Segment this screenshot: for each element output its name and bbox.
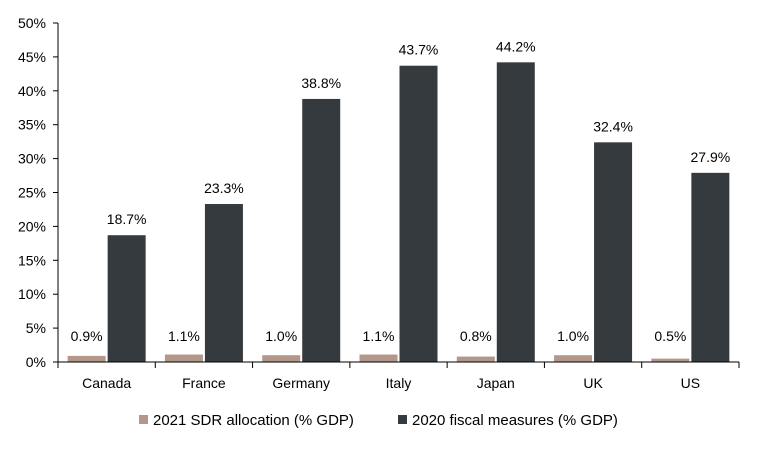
- bar-fiscal: [399, 65, 438, 363]
- bar-sdr: [164, 354, 203, 362]
- y-tick-label: 0%: [26, 354, 46, 370]
- x-tick-label: Canada: [82, 375, 131, 391]
- bar-fiscal: [302, 98, 341, 362]
- y-tick-label: 50%: [18, 15, 46, 31]
- x-tick-label: France: [182, 375, 226, 391]
- bar-fiscal: [691, 172, 730, 362]
- y-tick-label: 20%: [18, 218, 46, 234]
- data-label: 32.4%: [593, 118, 633, 134]
- data-label: 1.0%: [557, 328, 589, 344]
- y-tick-label: 15%: [18, 252, 46, 268]
- bar-fiscal: [204, 204, 243, 362]
- bar-sdr: [554, 355, 593, 362]
- x-tick-label: US: [681, 375, 700, 391]
- y-axis: 0% 5% 10% 15% 20% 25% 30% 35% 40% 45% 50%: [18, 15, 59, 370]
- data-label: 0.8%: [460, 328, 492, 344]
- bar-fiscal: [594, 142, 633, 362]
- data-label: 1.1%: [363, 328, 395, 344]
- data-label: 44.2%: [496, 38, 536, 54]
- bar-sdr: [67, 355, 106, 362]
- y-tick-label: 30%: [18, 151, 46, 167]
- bars: 0.9% 18.7% 1.1% 23.3% 1.0% 38.8% 1.1% 43.7% 0.8%…: [67, 38, 731, 363]
- legend-label-fiscal: 2020 fiscal measures (% GDP): [412, 412, 618, 429]
- x-tick-label: Germany: [272, 375, 330, 391]
- data-label: 0.9%: [71, 328, 103, 344]
- x-axis: Canada France Germany Italy Japan UK US: [57, 361, 740, 391]
- data-label: 27.9%: [691, 149, 731, 165]
- bar-sdr: [262, 355, 301, 362]
- data-label: 0.5%: [654, 328, 686, 344]
- x-tick-label: UK: [583, 375, 603, 391]
- legend-swatch-sdr: [139, 415, 148, 424]
- data-label: 38.8%: [301, 75, 341, 91]
- y-tick-label: 45%: [18, 49, 46, 65]
- y-tick-label: 35%: [18, 117, 46, 133]
- data-label: 18.7%: [107, 211, 147, 227]
- bar-sdr: [651, 358, 690, 362]
- legend-label-sdr: 2021 SDR allocation (% GDP): [153, 412, 354, 429]
- bar-fiscal: [496, 62, 535, 362]
- y-tick-label: 25%: [18, 185, 46, 201]
- data-label: 1.1%: [168, 328, 200, 344]
- legend: 2021 SDR allocation (% GDP) 2020 fiscal m…: [139, 412, 618, 429]
- x-tick-label: Japan: [477, 375, 515, 391]
- data-label: 1.0%: [265, 328, 297, 344]
- legend-swatch-fiscal: [398, 415, 407, 424]
- x-tick-label: Italy: [386, 375, 412, 391]
- data-label: 23.3%: [204, 180, 244, 196]
- y-tick-label: 10%: [18, 286, 46, 302]
- bar-sdr: [359, 354, 398, 362]
- y-tick-label: 5%: [26, 320, 46, 336]
- y-tick-label: 40%: [18, 83, 46, 99]
- bar-fiscal: [107, 235, 146, 362]
- data-label: 43.7%: [399, 42, 439, 58]
- bar-sdr: [456, 356, 495, 362]
